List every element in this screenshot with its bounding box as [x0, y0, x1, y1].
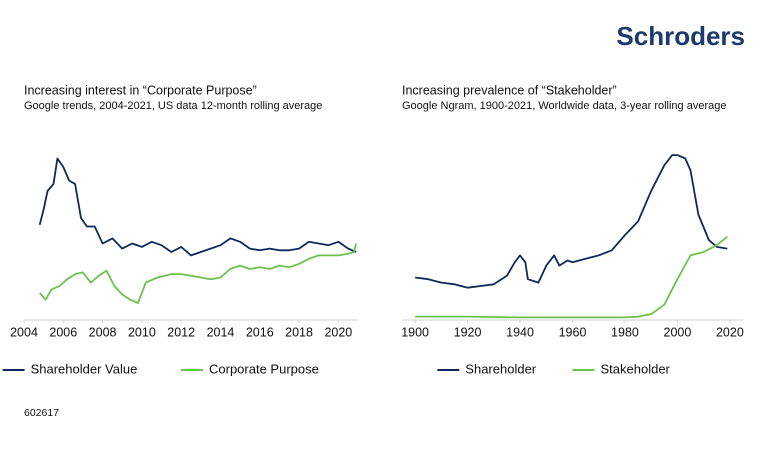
x-tick-label: 1900 — [401, 325, 429, 339]
x-tick-label: 2018 — [285, 325, 313, 339]
x-tick-label: 2020 — [716, 325, 744, 339]
x-tick-label: 1960 — [559, 325, 587, 339]
x-tick-label: 1980 — [611, 325, 639, 339]
x-tick-label: 2010 — [128, 325, 156, 339]
data-line — [414, 154, 728, 289]
data-line — [415, 236, 728, 319]
brand-logo: Schroders — [616, 21, 745, 51]
chart-subtitle: Google trends, 2004-2021, US data 12-mon… — [24, 100, 322, 112]
x-tick-label: 2008 — [89, 325, 117, 339]
x-tick-label: 2012 — [167, 325, 195, 339]
x-tick-label: 2006 — [49, 325, 77, 339]
chart-title: Increasing interest in “Corporate Purpos… — [24, 83, 257, 97]
x-tick-label: 1920 — [454, 325, 482, 339]
legend-label: Shareholder — [465, 361, 536, 376]
x-tick-label: 2004 — [10, 325, 38, 339]
legend-label: Shareholder Value — [31, 361, 138, 376]
chart-subtitle: Google Ngram, 1900-2021, Worldwide data,… — [402, 100, 726, 112]
x-tick-label: 1940 — [506, 325, 534, 339]
legend-label: Stakeholder — [601, 361, 671, 376]
footnote: 602617 — [24, 407, 59, 419]
legend-label: Corporate Purpose — [209, 361, 319, 376]
chart-title: Increasing prevalence of “Stakeholder” — [402, 83, 617, 97]
data-line — [39, 243, 357, 304]
x-tick-label: 2014 — [207, 325, 235, 339]
data-line — [38, 157, 357, 257]
x-tick-label: 2016 — [246, 325, 274, 339]
x-tick-label: 2020 — [324, 325, 352, 339]
x-tick-label: 2000 — [664, 325, 692, 339]
